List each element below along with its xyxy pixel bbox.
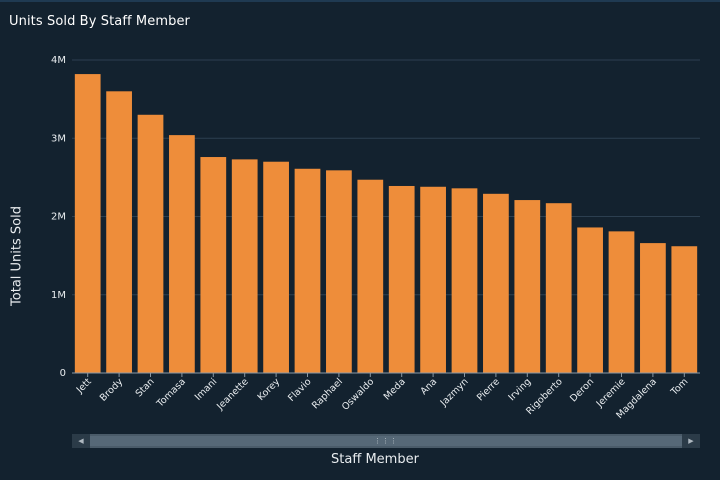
bar-oswaldo[interactable] [357, 179, 384, 373]
x-tick-label: Brody [98, 376, 126, 404]
chart-scrollbar[interactable]: ◀ ⋮⋮⋮ ▶ [72, 434, 700, 448]
bar-tom[interactable] [671, 246, 698, 373]
x-tick-label: Ana [418, 376, 439, 397]
x-tick-label: Jett [74, 376, 94, 396]
x-tick-label: Flavio [286, 376, 314, 404]
x-tick-label: Korey [256, 376, 283, 403]
x-tick-label: Stan [134, 376, 157, 399]
bar-deron[interactable] [577, 227, 603, 373]
bar-irving[interactable] [514, 200, 541, 373]
x-tick-label: Meda [382, 376, 408, 402]
gridlines [72, 59, 700, 296]
x-axis-label: Staff Member [331, 452, 419, 467]
x-tick-label: Oswaldo [340, 376, 377, 413]
bar-raphael[interactable] [326, 170, 352, 373]
x-tick-label: Tomasa [154, 376, 188, 410]
bars [74, 74, 698, 374]
left-arrow-icon[interactable]: ◀ [72, 434, 90, 448]
bar-korey[interactable] [263, 161, 289, 373]
chart-title: Units Sold By Staff Member [9, 14, 190, 29]
bar-jeanette[interactable] [231, 159, 258, 373]
bar-jett[interactable] [74, 74, 101, 374]
bar-tomasa[interactable] [169, 135, 195, 373]
x-tick-label: Imani [193, 376, 220, 403]
x-tick-label: Tom [668, 376, 690, 398]
top-border [0, 0, 720, 2]
bar-brody[interactable] [106, 91, 132, 374]
bar-flavio[interactable] [294, 168, 321, 373]
x-tick-label: Pierre [475, 376, 502, 403]
bar-magdalena[interactable] [640, 243, 666, 373]
bar-meda[interactable] [388, 185, 415, 373]
y-tick-label: 3M [51, 133, 66, 144]
y-tick-label: 1M [51, 290, 66, 301]
bar-stan[interactable] [137, 114, 164, 374]
y-tick-label: 4M [51, 55, 66, 66]
x-tick-label: Jazmyn [438, 376, 471, 409]
x-tick-label: Deron [568, 376, 596, 404]
bar-rigoberto[interactable] [545, 203, 572, 373]
right-arrow-icon[interactable]: ▶ [682, 434, 700, 448]
y-axis-label: Total Units Sold [9, 206, 25, 306]
y-axis-ticks: 0 1M 2M 3M 4M [51, 55, 66, 379]
x-tick-label: Jeanette [214, 376, 251, 413]
grip-icon: ⋮⋮⋮ [374, 436, 398, 445]
bar-ana[interactable] [420, 186, 446, 373]
bar-pierre[interactable] [483, 193, 509, 373]
scrollbar-thumb[interactable]: ⋮⋮⋮ [90, 436, 682, 446]
x-tick-label: Irving [507, 376, 534, 403]
y-tick-label: 0 [60, 368, 66, 379]
bar-imani[interactable] [200, 157, 227, 373]
bar-jazmyn[interactable] [451, 188, 478, 373]
bar-jeremie[interactable] [608, 231, 635, 373]
y-tick-label: 2M [51, 212, 66, 223]
